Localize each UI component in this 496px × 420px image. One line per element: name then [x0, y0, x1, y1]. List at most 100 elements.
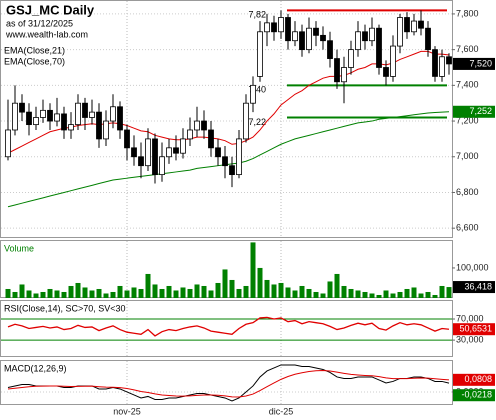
candle-body	[292, 31, 298, 42]
legend-entry: EMA(Close,70)	[4, 56, 65, 66]
candle-body	[243, 102, 249, 140]
last-value-label: 7,520	[469, 58, 492, 68]
candle-body	[124, 129, 130, 149]
candle-body	[404, 17, 410, 33]
candle-body	[271, 22, 277, 33]
candle-body	[327, 40, 333, 59]
candle-body	[320, 34, 326, 42]
candle-body	[432, 49, 438, 77]
candle-body	[278, 17, 284, 33]
candle-body	[54, 113, 60, 122]
candle-body	[250, 84, 256, 104]
candle-body	[138, 156, 144, 167]
candle-body	[348, 49, 354, 68]
last-value-label: 0,0808	[464, 374, 492, 384]
x-tick-label: nov-25	[113, 406, 141, 416]
bar	[117, 285, 123, 298]
bar	[194, 284, 200, 298]
candle-body	[264, 22, 270, 33]
bar	[278, 282, 284, 298]
x-tick-label: dic-25	[269, 406, 294, 416]
candle-body	[47, 109, 53, 122]
level-label: 7,22	[248, 117, 266, 127]
bar	[292, 290, 298, 298]
candle-body	[159, 156, 165, 176]
bar	[264, 279, 270, 298]
candle-body	[446, 56, 452, 65]
bar	[313, 291, 319, 298]
candle-body	[390, 45, 396, 77]
panel-frame	[0, 360, 453, 405]
bar	[236, 288, 242, 298]
bar	[173, 290, 179, 298]
bar	[383, 290, 389, 298]
candle-body	[68, 124, 74, 131]
candle-body	[355, 31, 361, 51]
y-tick-label: 7,400	[456, 80, 479, 90]
candle-body	[152, 138, 158, 176]
bar	[439, 285, 445, 298]
candle-body	[26, 111, 32, 126]
bar	[26, 290, 32, 298]
bar	[47, 288, 53, 298]
candle-body	[82, 102, 88, 118]
panel-title: MACD(12,26,9)	[4, 363, 67, 373]
bar	[33, 293, 39, 298]
last-value-box	[453, 57, 495, 70]
bar	[299, 285, 305, 298]
panel-frame	[0, 300, 453, 357]
y-tick-label: 6,600	[456, 223, 479, 233]
panel-title: RSI(Close,14), SC>70, SV<30	[4, 303, 126, 313]
candle-body	[341, 67, 347, 83]
bar	[229, 279, 235, 298]
candle-body	[201, 120, 207, 131]
y-tick-label: 6,800	[456, 187, 479, 197]
candle-body	[306, 27, 312, 51]
last-value-label: 50,6531	[459, 324, 492, 334]
bar	[68, 285, 74, 298]
bar	[12, 291, 18, 298]
bar	[110, 291, 116, 298]
candle-body	[383, 67, 389, 77]
bar	[138, 288, 144, 298]
bar	[89, 290, 95, 298]
bar	[404, 288, 410, 298]
candle-body	[61, 113, 67, 131]
bar	[82, 287, 88, 298]
candle-body	[5, 129, 11, 158]
candle-body	[376, 27, 382, 68]
bar	[418, 293, 424, 298]
candle-body	[33, 117, 39, 126]
bar	[40, 291, 46, 298]
y-tick-label: 7,800	[456, 8, 479, 18]
bar	[208, 290, 214, 298]
last-value-box	[453, 373, 495, 386]
bar	[446, 287, 452, 298]
last-value-box	[453, 389, 495, 402]
bar	[355, 290, 361, 298]
bar	[327, 281, 333, 298]
candle-body	[425, 27, 431, 51]
bar	[54, 290, 60, 298]
candle-body	[145, 138, 151, 167]
bar	[61, 291, 67, 298]
candle-body	[96, 111, 102, 140]
last-value-label: 36,418	[464, 281, 492, 291]
candle-body	[418, 20, 424, 29]
level-label: 7,40	[248, 85, 266, 95]
bar	[124, 290, 130, 298]
bar	[285, 287, 291, 298]
legend-entry: EMA(Close,21)	[4, 45, 65, 55]
bar	[320, 293, 326, 298]
y-tick-label: 30,000	[456, 334, 484, 344]
line-series	[7, 111, 450, 208]
candle-body	[369, 27, 375, 42]
bar	[271, 284, 277, 298]
bar	[369, 293, 375, 298]
candle-body	[12, 102, 18, 131]
bar	[96, 288, 102, 298]
candle-body	[208, 129, 214, 149]
last-value-box	[453, 105, 495, 118]
bar	[397, 291, 403, 298]
bar	[243, 285, 249, 298]
